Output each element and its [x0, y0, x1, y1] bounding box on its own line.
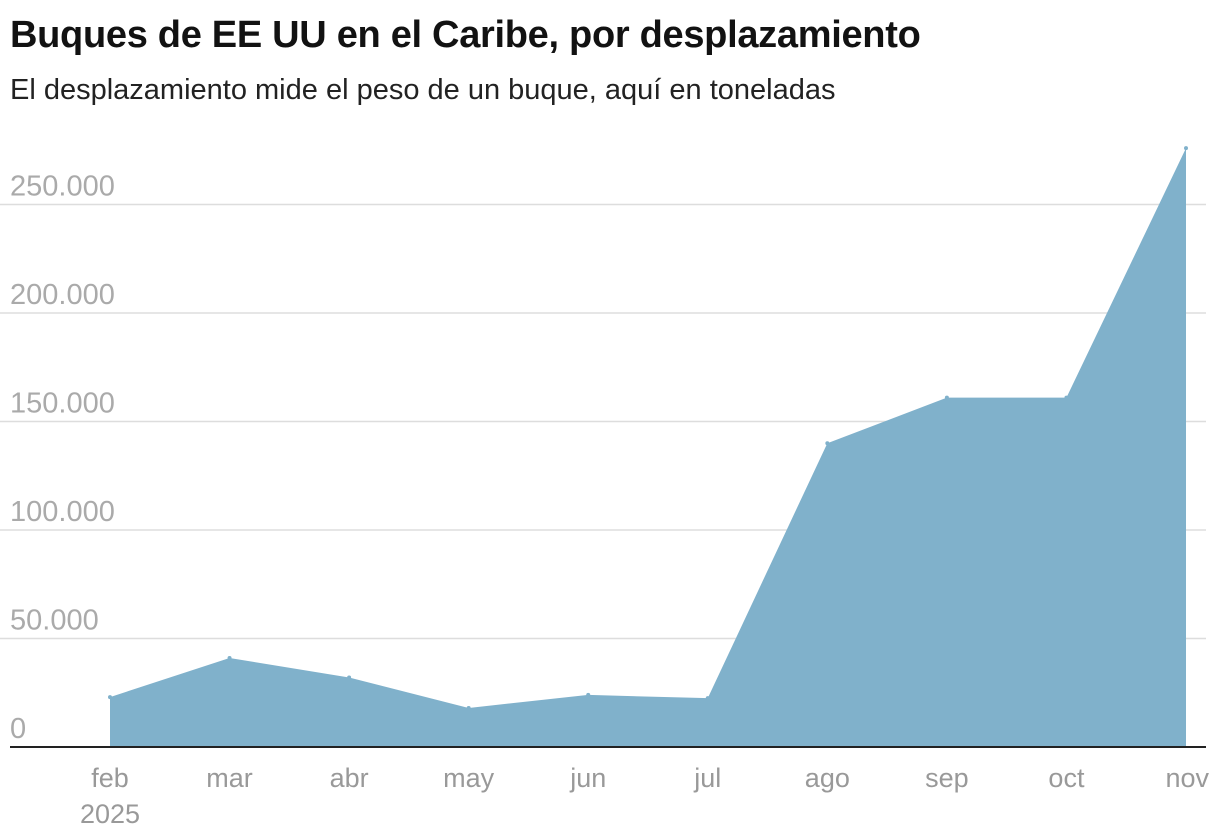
y-tick-label: 250.000: [10, 171, 115, 203]
y-tick-label: 0: [10, 713, 26, 745]
data-point-feb: [108, 695, 112, 700]
x-tick-label-jun: jun: [569, 763, 606, 793]
x-axis-labels: feb mar abr may jun jul ago sep oct nov 2025: [80, 763, 1210, 829]
y-tick-label: 100.000: [10, 496, 115, 528]
x-tick-label-feb: feb: [91, 763, 129, 793]
x-year-label: 2025: [80, 799, 140, 829]
data-point-nov: [1184, 146, 1188, 151]
x-tick-label-may: may: [443, 763, 495, 793]
y-tick-label: 200.000: [10, 279, 115, 311]
data-point-may: [466, 705, 471, 710]
data-points: [108, 146, 1188, 710]
y-tick-label: 150.000: [10, 388, 115, 420]
x-tick-label-oct: oct: [1048, 763, 1085, 793]
data-point-ago: [825, 441, 830, 446]
y-tick-label: 50.000: [10, 605, 99, 637]
chart-subtitle: El desplazamiento mide el peso de un buq…: [10, 74, 836, 106]
data-point-jul: [705, 696, 710, 701]
x-tick-label-nov: nov: [1165, 763, 1209, 793]
x-tick-label-ago: ago: [805, 763, 850, 793]
area-fill: [110, 148, 1186, 747]
data-point-mar: [227, 656, 232, 661]
data-point-sep: [944, 395, 949, 400]
y-axis-labels: 0 50.000 100.000 150.000 200.000 250.000: [10, 171, 115, 746]
data-point-oct: [1064, 395, 1069, 400]
data-point-abr: [347, 675, 352, 680]
x-tick-label-sep: sep: [925, 763, 969, 793]
x-tick-label-abr: abr: [330, 763, 369, 793]
data-point-jun: [586, 692, 591, 697]
chart-title: Buques de EE UU en el Caribe, por despla…: [10, 14, 921, 56]
x-tick-label-mar: mar: [206, 763, 253, 793]
area-series: [110, 148, 1186, 747]
x-tick-label-jul: jul: [693, 763, 721, 793]
